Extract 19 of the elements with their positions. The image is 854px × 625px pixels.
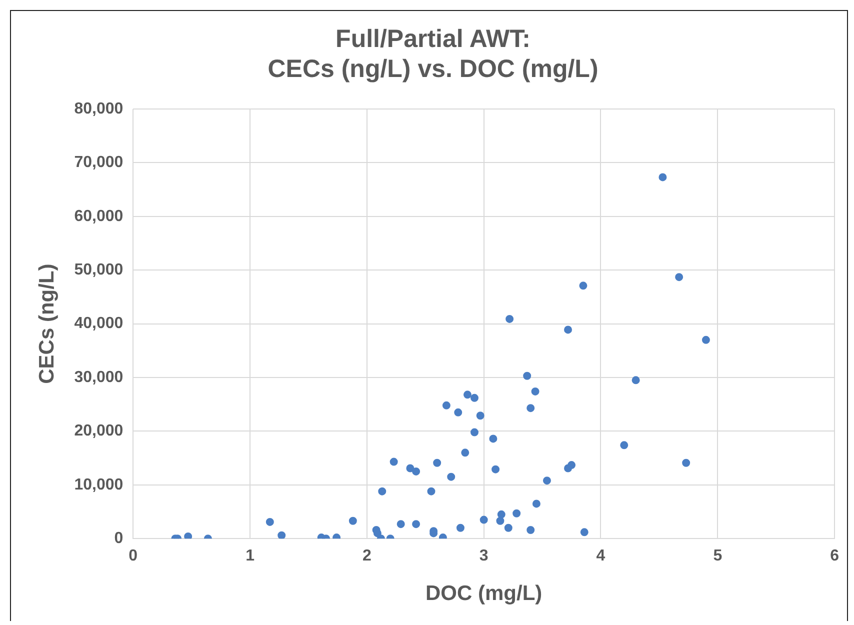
y-tick-label: 40,000 — [74, 315, 124, 332]
x-tick-label: 6 — [830, 548, 840, 565]
y-tick-label: 80,000 — [74, 100, 124, 118]
x-tick-label: 0 — [128, 548, 138, 565]
x-tick-label: 2 — [362, 548, 372, 565]
x-tick-label: 3 — [479, 548, 488, 565]
x-tick-label: 4 — [596, 548, 606, 565]
x-tick-label: 5 — [713, 548, 722, 565]
y-tick-label: 60,000 — [74, 208, 124, 225]
y-tick-label: 20,000 — [74, 422, 124, 440]
x-axis-title: DOC (mg/L) — [426, 582, 542, 606]
chart-title: Full/Partial AWT: CECs (ng/L) vs. DOC (mg/L) — [268, 24, 598, 83]
y-tick-label: 30,000 — [74, 368, 124, 386]
y-tick-label: 10,000 — [74, 476, 124, 494]
y-tick-label: 0 — [114, 530, 124, 548]
y-axis-title: CECs (ng/L) — [35, 264, 58, 384]
y-tick-label: 70,000 — [74, 154, 124, 172]
y-tick-label: 50,000 — [74, 262, 124, 279]
x-tick-label: 1 — [246, 548, 255, 565]
